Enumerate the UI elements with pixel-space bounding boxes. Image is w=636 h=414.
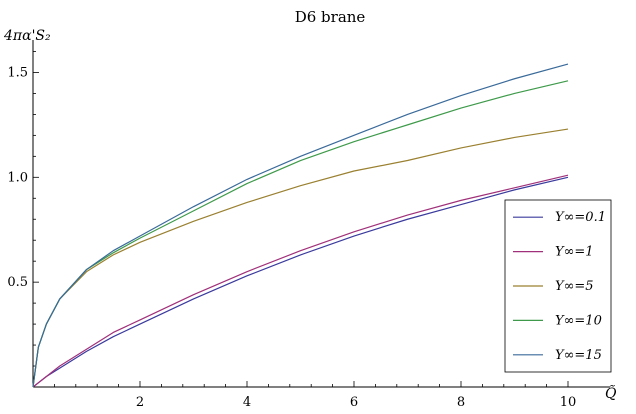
axes: 2 4 6 8 10 0.5 1.0 1.5 <box>7 40 610 410</box>
legend-entry-label: Y∞=15 <box>555 348 602 363</box>
y-axis-label: 4πα'S₂ <box>3 28 51 44</box>
x-tick-label: 8 <box>457 395 465 410</box>
legend-entry-label: Y∞=5 <box>555 279 594 294</box>
series-group <box>32 63 569 388</box>
series-line-4 <box>32 80 569 388</box>
x-axis-label: Q̃ <box>605 384 617 402</box>
x-tick-label: 10 <box>560 395 577 410</box>
y-tick-label: 0.5 <box>7 275 28 290</box>
legend-entry-label: Y∞=1 <box>555 245 594 260</box>
legend-entry-label: Y∞=10 <box>555 313 602 328</box>
chart-title: D6 brane <box>295 8 366 26</box>
x-tick-label: 2 <box>136 395 144 410</box>
x-tick-label: 4 <box>243 395 251 410</box>
legend-entry-label: Y∞=0.1 <box>555 210 606 225</box>
series-line-2 <box>32 174 569 388</box>
series-line-3 <box>32 128 569 388</box>
series-line-5 <box>32 63 569 388</box>
y-tick-label: 1.0 <box>7 170 28 185</box>
legend: Y∞=0.1 Y∞=1 Y∞=5 Y∞=10 Y∞=15 <box>504 199 612 373</box>
x-tick-label: 6 <box>350 395 358 410</box>
series-line-1 <box>32 176 569 388</box>
y-tick-label: 1.5 <box>7 65 28 80</box>
